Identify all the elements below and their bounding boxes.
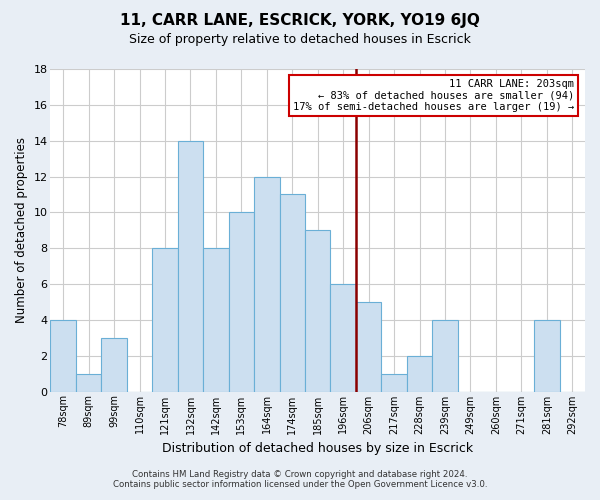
- Bar: [534, 320, 560, 392]
- Bar: [280, 194, 305, 392]
- Bar: [101, 338, 127, 392]
- Bar: [229, 212, 254, 392]
- Text: Contains HM Land Registry data © Crown copyright and database right 2024.
Contai: Contains HM Land Registry data © Crown c…: [113, 470, 487, 489]
- Text: 11, CARR LANE, ESCRICK, YORK, YO19 6JQ: 11, CARR LANE, ESCRICK, YORK, YO19 6JQ: [120, 12, 480, 28]
- X-axis label: Distribution of detached houses by size in Escrick: Distribution of detached houses by size …: [162, 442, 473, 455]
- Bar: [382, 374, 407, 392]
- Bar: [203, 248, 229, 392]
- Bar: [356, 302, 382, 392]
- Bar: [178, 140, 203, 392]
- Bar: [152, 248, 178, 392]
- Bar: [432, 320, 458, 392]
- Bar: [305, 230, 331, 392]
- Bar: [407, 356, 432, 392]
- Bar: [331, 284, 356, 392]
- Text: Size of property relative to detached houses in Escrick: Size of property relative to detached ho…: [129, 32, 471, 46]
- Y-axis label: Number of detached properties: Number of detached properties: [15, 138, 28, 324]
- Bar: [254, 176, 280, 392]
- Bar: [50, 320, 76, 392]
- Text: 11 CARR LANE: 203sqm
← 83% of detached houses are smaller (94)
17% of semi-detac: 11 CARR LANE: 203sqm ← 83% of detached h…: [293, 78, 574, 112]
- Bar: [76, 374, 101, 392]
